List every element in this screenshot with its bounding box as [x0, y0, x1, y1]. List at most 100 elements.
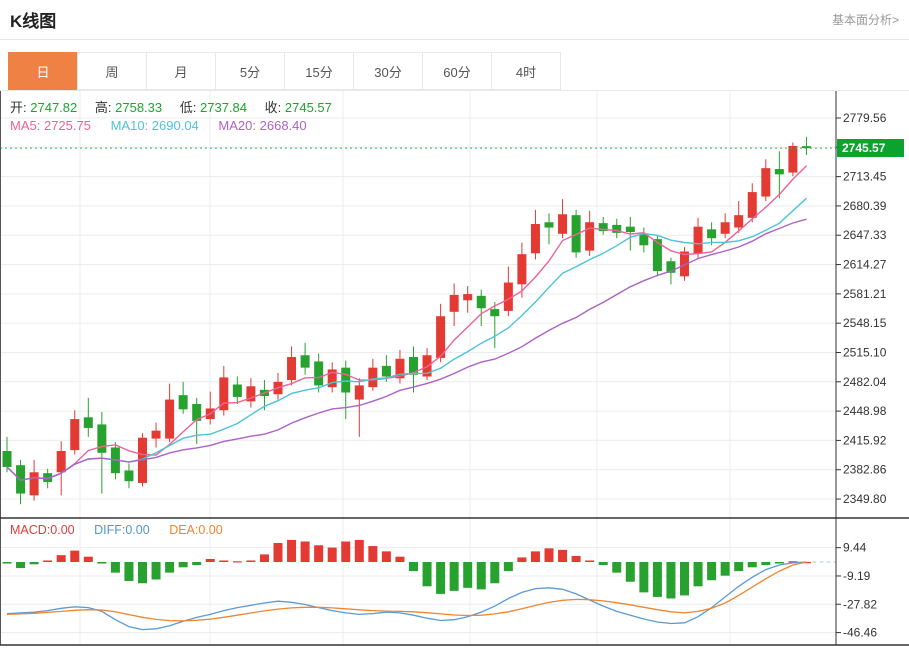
candle-body	[598, 223, 608, 232]
macd-hist-bar	[707, 562, 717, 581]
tab-period-5[interactable]: 30分	[353, 52, 423, 90]
macd-readout: MACD:0.00 DIFF:0.00 DEA:0.00	[10, 523, 239, 537]
candle-body	[666, 261, 676, 273]
y-axis-label: 2614.27	[843, 258, 887, 272]
tab-period-2[interactable]: 月	[146, 52, 216, 90]
candle-body	[801, 146, 811, 149]
ma5-value: 2725.75	[43, 118, 91, 133]
macd-hist-bar	[151, 562, 161, 580]
macd-hist-bar	[693, 562, 703, 587]
candle-body	[490, 309, 500, 317]
macd-hist-bar	[165, 562, 175, 573]
ma10-label: MA10:	[110, 118, 149, 133]
y-axis-label: 2415.92	[843, 433, 887, 447]
y-axis-label: 2382.86	[843, 463, 887, 477]
macd-hist-bar	[422, 562, 432, 587]
macd-axis-label: -46.46	[843, 626, 877, 640]
diff-line	[6, 561, 807, 631]
candle-body	[232, 384, 242, 397]
ma5-label: MA5:	[10, 118, 41, 133]
candle-body	[178, 395, 188, 410]
candle-body	[43, 473, 53, 483]
candle-body	[29, 472, 39, 496]
candle-body	[517, 254, 527, 285]
macd-hist-bar	[178, 562, 188, 568]
y-axis-label: 2680.39	[843, 199, 887, 213]
macd-hist-bar	[598, 562, 608, 566]
close-value: 2745.57	[284, 100, 332, 115]
candle-body	[56, 451, 66, 473]
macd-hist-bar	[29, 562, 39, 565]
macd-hist-bar	[734, 562, 744, 572]
diff-value: 0.00	[125, 523, 150, 537]
macd-hist-bar	[558, 549, 568, 562]
candle-body	[530, 224, 540, 254]
candle-body	[612, 224, 622, 233]
macd-hist-bar	[192, 562, 202, 566]
y-axis-label: 2448.98	[843, 404, 887, 418]
fundamental-analysis-link[interactable]: 基本面分析>	[831, 13, 899, 27]
ma20-label: MA20:	[218, 118, 256, 133]
macd-hist-bar	[652, 562, 662, 597]
candle-body	[449, 294, 459, 312]
candle-body	[747, 192, 757, 218]
macd-hist-bar	[16, 562, 26, 569]
candle-body	[70, 419, 80, 451]
tab-period-0[interactable]: 日	[8, 52, 78, 90]
candle-body	[734, 215, 744, 228]
macd-hist-bar	[273, 543, 283, 562]
macd-hist-bar	[503, 562, 513, 572]
y-axis-label: 2515.10	[843, 345, 887, 359]
dea-label: DEA:	[169, 523, 199, 537]
macd-hist-bar	[70, 550, 80, 562]
candle-body	[463, 294, 473, 301]
y-axis-label: 2647.33	[843, 228, 887, 242]
candle-body	[558, 214, 568, 234]
macd-hist-bar	[449, 562, 459, 591]
y-axis-label: 2349.80	[843, 492, 887, 506]
y-axis-label: 2581.21	[843, 287, 887, 301]
candle-body	[693, 226, 703, 254]
chart-canvas[interactable]: 2779.56 2713.45 2680.39 2647.33 2614.27 2581.…	[0, 91, 909, 650]
tab-period-6[interactable]: 60分	[422, 52, 492, 90]
y-axis-label: 2713.45	[843, 170, 887, 184]
close-label: 收:	[264, 100, 282, 115]
ma10-line	[6, 197, 807, 482]
candle-body	[246, 386, 256, 402]
open-label: 开:	[10, 100, 27, 115]
low-label: 低:	[179, 100, 197, 115]
macd-hist-bar	[612, 562, 622, 573]
current-price-tag: 2745.57	[837, 139, 904, 158]
macd-value: 0.00	[50, 523, 75, 537]
y-axis-label: 2482.04	[843, 375, 887, 389]
macd-hist-bar	[436, 562, 446, 594]
candle-body	[287, 357, 297, 381]
macd-hist-bar	[368, 546, 378, 562]
macd-label: MACD:	[10, 523, 51, 537]
high-value: 2758.33	[115, 100, 163, 115]
macd-hist-bar	[124, 562, 134, 581]
tab-period-1[interactable]: 周	[77, 52, 147, 90]
tab-period-7[interactable]: 4时	[491, 52, 561, 90]
widget-header: K线图 基本面分析>	[0, 0, 909, 40]
candle-body	[354, 385, 364, 400]
candle-body	[219, 377, 229, 411]
macd-hist-bar	[56, 555, 66, 562]
candle-body	[652, 239, 662, 272]
candle-body	[788, 145, 798, 173]
macd-hist-bar	[395, 556, 405, 562]
candle-body	[395, 358, 405, 379]
tab-period-3[interactable]: 5分	[215, 52, 285, 90]
macd-hist-bar	[2, 562, 12, 564]
macd-hist-bar	[774, 562, 784, 564]
tab-period-4[interactable]: 15分	[284, 52, 354, 90]
candle-body	[300, 355, 310, 368]
macd-hist-bar	[585, 560, 595, 562]
macd-hist-bar	[314, 545, 324, 562]
candle-body	[124, 470, 134, 482]
candle-body	[381, 365, 391, 377]
macd-hist-bar	[476, 562, 486, 590]
candle-body	[625, 226, 635, 232]
y-axis-label: 2779.56	[843, 111, 887, 125]
